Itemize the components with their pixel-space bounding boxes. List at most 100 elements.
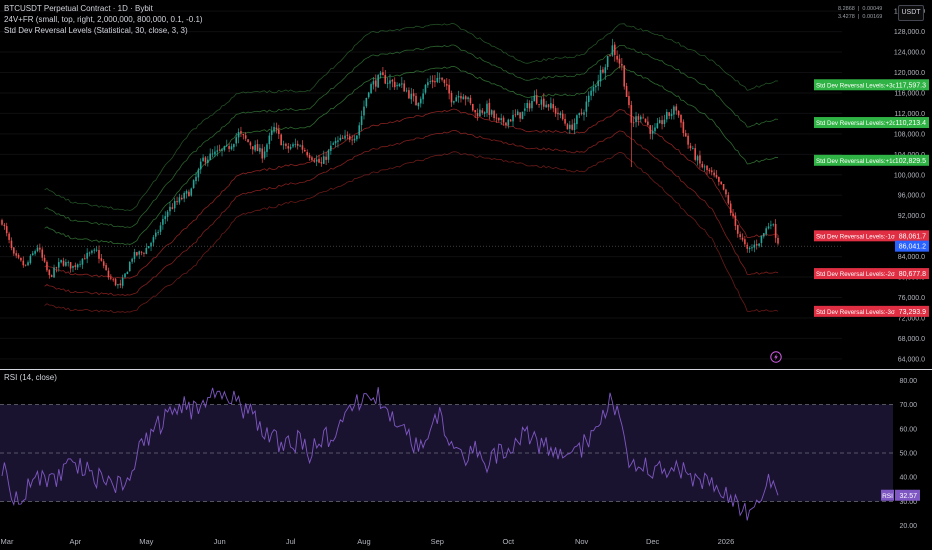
candle-body[interactable] bbox=[739, 234, 741, 238]
candle-body[interactable] bbox=[154, 232, 157, 237]
candle-body[interactable] bbox=[216, 150, 219, 152]
candle-body[interactable] bbox=[606, 56, 609, 67]
candle-body[interactable] bbox=[273, 126, 275, 132]
candle-body[interactable] bbox=[429, 81, 432, 82]
candle-body[interactable] bbox=[583, 112, 585, 115]
candle-body[interactable] bbox=[98, 250, 100, 259]
candle-body[interactable] bbox=[183, 192, 185, 199]
candle-body[interactable] bbox=[306, 152, 308, 156]
candle-body[interactable] bbox=[36, 247, 39, 252]
candle-body[interactable] bbox=[360, 116, 363, 126]
candle-body[interactable] bbox=[24, 264, 27, 266]
candle-body[interactable] bbox=[140, 251, 143, 253]
candle-body[interactable] bbox=[538, 104, 540, 106]
candle-body[interactable] bbox=[199, 161, 202, 170]
candle-body[interactable] bbox=[460, 96, 462, 99]
candle-body[interactable] bbox=[666, 111, 668, 120]
candle-body[interactable] bbox=[228, 146, 230, 149]
candle-body[interactable] bbox=[630, 105, 633, 123]
candle-body[interactable] bbox=[474, 110, 476, 113]
candle-body[interactable] bbox=[573, 123, 576, 131]
candle-body[interactable] bbox=[415, 95, 417, 106]
candle-body[interactable] bbox=[654, 127, 656, 132]
candle-body[interactable] bbox=[10, 240, 13, 248]
candle-body[interactable] bbox=[545, 104, 547, 108]
candle-body[interactable] bbox=[282, 144, 285, 146]
candle-body[interactable] bbox=[524, 108, 526, 111]
candle-body[interactable] bbox=[417, 102, 420, 107]
candle-body[interactable] bbox=[639, 116, 642, 120]
candle-body[interactable] bbox=[777, 237, 779, 244]
candle-body[interactable] bbox=[377, 75, 379, 88]
candle-body[interactable] bbox=[625, 86, 628, 97]
candle-body[interactable] bbox=[710, 170, 713, 173]
candle-body[interactable] bbox=[647, 121, 649, 126]
candle-body[interactable] bbox=[259, 147, 261, 152]
candle-body[interactable] bbox=[3, 224, 6, 227]
candle-body[interactable] bbox=[197, 169, 200, 178]
candle-body[interactable] bbox=[763, 233, 765, 237]
candle-body[interactable] bbox=[602, 69, 604, 73]
candle-body[interactable] bbox=[15, 253, 17, 256]
candle-body[interactable] bbox=[479, 109, 481, 117]
candle-body[interactable] bbox=[225, 145, 228, 147]
candle-body[interactable] bbox=[344, 135, 346, 139]
candle-body[interactable] bbox=[616, 55, 618, 60]
candle-body[interactable] bbox=[770, 224, 772, 226]
candle-body[interactable] bbox=[20, 258, 22, 261]
candle-body[interactable] bbox=[422, 93, 424, 100]
candle-body[interactable] bbox=[268, 135, 271, 145]
candle-body[interactable] bbox=[732, 213, 734, 217]
candle-body[interactable] bbox=[448, 84, 450, 94]
candle-body[interactable] bbox=[384, 74, 387, 84]
candle-body[interactable] bbox=[249, 142, 252, 146]
candle-body[interactable] bbox=[396, 85, 398, 87]
candle-body[interactable] bbox=[561, 113, 564, 120]
candle-body[interactable] bbox=[483, 112, 486, 114]
candle-body[interactable] bbox=[353, 138, 356, 141]
candle-body[interactable] bbox=[133, 252, 136, 259]
candle-body[interactable] bbox=[708, 169, 711, 172]
candle-body[interactable] bbox=[623, 65, 626, 87]
candle-body[interactable] bbox=[725, 189, 727, 195]
candle-body[interactable] bbox=[365, 97, 368, 107]
currency-button[interactable]: USDT bbox=[898, 5, 924, 21]
candle-body[interactable] bbox=[93, 249, 96, 251]
candle-body[interactable] bbox=[412, 93, 415, 97]
candle-body[interactable] bbox=[722, 184, 725, 190]
candle-body[interactable] bbox=[453, 101, 455, 103]
candle-body[interactable] bbox=[145, 248, 148, 254]
rsi-axis[interactable]: 80.00 70.00 60.00 50.00 40.00 30.00 20.00 RSI 32… bbox=[881, 378, 920, 530]
candle-body[interactable] bbox=[677, 110, 680, 116]
candle-body[interactable] bbox=[587, 95, 590, 102]
candle-body[interactable] bbox=[462, 96, 465, 100]
candle-body[interactable] bbox=[131, 258, 133, 262]
candle-body[interactable] bbox=[651, 130, 654, 134]
candle-body[interactable] bbox=[88, 252, 91, 254]
candle-body[interactable] bbox=[8, 233, 10, 240]
candle-body[interactable] bbox=[692, 148, 694, 149]
candle-body[interactable] bbox=[17, 254, 20, 258]
candle-body[interactable] bbox=[107, 270, 110, 278]
candle-body[interactable] bbox=[270, 130, 273, 135]
candle-body[interactable] bbox=[112, 279, 114, 281]
candle-body[interactable] bbox=[159, 225, 162, 232]
candle-body[interactable] bbox=[755, 244, 758, 246]
candle-body[interactable] bbox=[649, 125, 652, 134]
candle-body[interactable] bbox=[772, 224, 775, 226]
candle-body[interactable] bbox=[635, 116, 637, 123]
candle-body[interactable] bbox=[278, 129, 280, 135]
candlestick-series[interactable] bbox=[1, 38, 779, 289]
candle-body[interactable] bbox=[162, 219, 164, 225]
candle-body[interactable] bbox=[313, 160, 316, 162]
candle-body[interactable] bbox=[554, 108, 557, 114]
candle-body[interactable] bbox=[332, 143, 335, 145]
candle-body[interactable] bbox=[673, 106, 675, 115]
indicator-legend-stddev[interactable]: Std Dev Reversal Levels (Statistical, 30… bbox=[4, 26, 188, 35]
candle-body[interactable] bbox=[304, 149, 306, 152]
candle-body[interactable] bbox=[46, 261, 48, 271]
candle-body[interactable] bbox=[27, 262, 29, 266]
candle-body[interactable] bbox=[22, 260, 25, 266]
candle-body[interactable] bbox=[190, 188, 193, 196]
